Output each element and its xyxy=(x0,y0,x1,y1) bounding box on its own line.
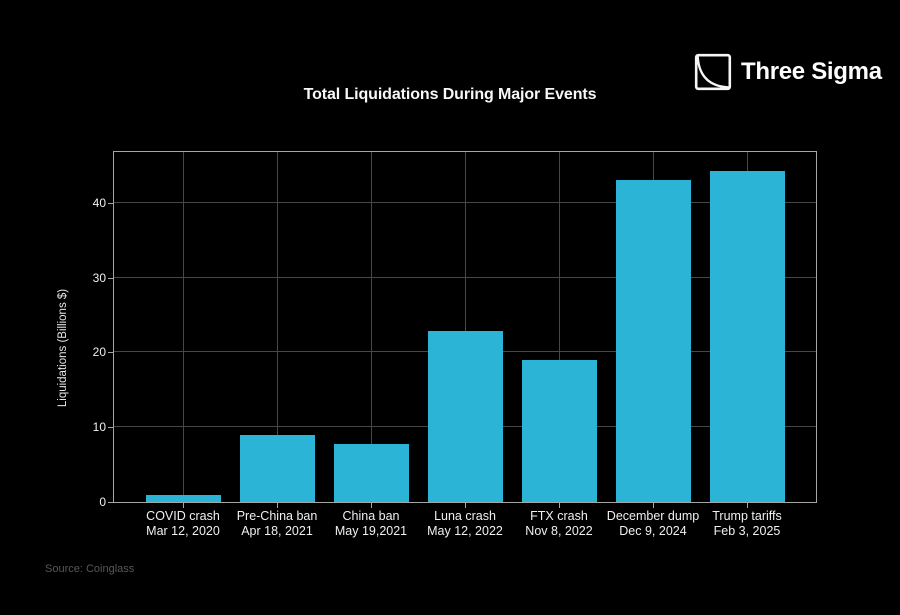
chart-title: Total Liquidations During Major Events xyxy=(303,86,597,103)
x-label-event: Pre-China ban xyxy=(236,509,318,523)
x-label-event: December dump xyxy=(606,509,700,523)
x-label-event: Luna crash xyxy=(434,509,496,523)
gridline-x-covid-crash xyxy=(183,152,184,502)
x-label-event: FTX crash xyxy=(530,509,588,523)
x-tick-mark-pre-china-ban xyxy=(277,503,278,508)
x-tick-label-china-ban: China ban May 19,2021 xyxy=(335,509,407,539)
x-tick-mark-covid-crash xyxy=(183,503,184,508)
x-label-date: May 19,2021 xyxy=(334,524,408,538)
y-tick-label-40: 40 xyxy=(92,195,106,210)
x-label-date: Mar 12, 2020 xyxy=(146,524,220,538)
x-tick-label-covid-crash: COVID crash Mar 12, 2020 xyxy=(146,509,220,539)
bar-china-ban xyxy=(333,443,409,502)
bar-pre-china-ban xyxy=(239,434,315,502)
y-tick-label-20: 20 xyxy=(92,345,106,360)
gridline-x-china-ban xyxy=(371,152,372,502)
x-tick-label-pre-china-ban: Pre-China ban Apr 18, 2021 xyxy=(237,509,318,539)
bar-luna-crash xyxy=(427,330,503,502)
x-tick-mark-ftx-crash xyxy=(559,503,560,508)
bar-december-dump xyxy=(615,179,691,502)
gridline-x-luna-crash xyxy=(465,152,466,502)
x-label-date: Nov 8, 2022 xyxy=(525,524,593,538)
y-tick-mark-10 xyxy=(108,427,113,429)
x-tick-mark-december-dump xyxy=(653,503,654,508)
x-tick-label-december-dump: December dump Dec 9, 2024 xyxy=(607,509,699,539)
y-tick-label-0: 0 xyxy=(99,495,106,509)
brand-name: Three Sigma xyxy=(741,58,882,85)
y-tick-mark-20 xyxy=(108,352,113,354)
x-tick-mark-luna-crash xyxy=(465,503,466,508)
x-label-event: China ban xyxy=(342,509,400,523)
x-tick-label-trump-tariffs: Trump tariffs Feb 3, 2025 xyxy=(712,509,781,539)
bar-ftx-crash xyxy=(521,359,597,502)
brand-logo: Three Sigma xyxy=(694,53,882,91)
source-caption: Source: Coinglass xyxy=(45,563,135,575)
x-label-date: May 12, 2022 xyxy=(427,524,503,538)
y-tick-label-30: 30 xyxy=(92,270,106,285)
three-sigma-logo-icon xyxy=(694,53,732,91)
x-tick-label-luna-crash: Luna crash May 12, 2022 xyxy=(427,509,503,539)
x-label-date: Apr 18, 2021 xyxy=(241,524,313,538)
y-tick-mark-0 xyxy=(108,502,113,503)
y-tick-mark-40 xyxy=(108,202,113,204)
x-label-event: Trump tariffs xyxy=(712,509,782,523)
y-tick-label-10: 10 xyxy=(92,420,106,435)
x-tick-label-ftx-crash: FTX crash Nov 8, 2022 xyxy=(525,509,592,539)
bar-covid-crash xyxy=(145,494,221,502)
gridline-x-pre-china-ban xyxy=(277,152,278,502)
x-label-date: Feb 3, 2025 xyxy=(713,524,781,538)
x-tick-mark-trump-tariffs xyxy=(747,503,748,508)
x-label-event: COVID crash xyxy=(146,509,220,523)
bar-trump-tariffs xyxy=(709,170,785,502)
y-tick-mark-30 xyxy=(108,277,113,279)
gridline-x-ftx-crash xyxy=(559,152,560,502)
plot-area xyxy=(113,151,817,503)
x-label-date: Dec 9, 2024 xyxy=(619,524,687,538)
x-tick-mark-china-ban xyxy=(371,503,372,508)
